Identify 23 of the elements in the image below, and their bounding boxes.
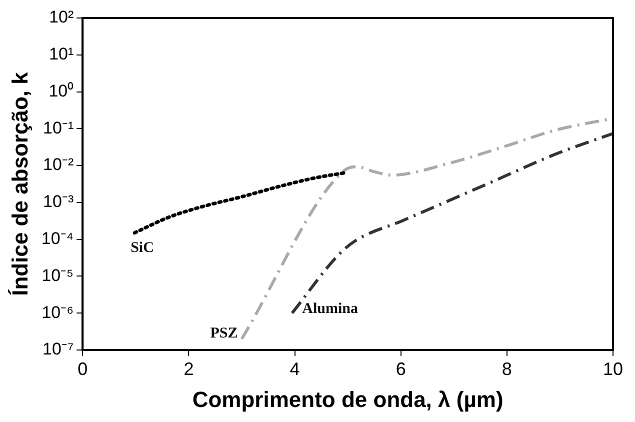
y-tick-label: 10⁰	[48, 81, 74, 100]
y-tick-label: 10⁻⁷	[42, 340, 74, 359]
line-series	[132, 170, 348, 235]
y-tick-label: 10²	[49, 8, 74, 27]
y-tick-label: 10⁻³	[43, 192, 74, 212]
x-tick-label: 6	[396, 358, 406, 379]
y-axis-title: Índice de absorção, k	[7, 71, 32, 296]
x-tick-label: 8	[502, 358, 512, 379]
y-tick-label: 10¹	[49, 44, 74, 64]
x-axis-title: Comprimento de onda, λ (µm)	[192, 386, 504, 412]
line-series	[290, 132, 613, 315]
y-tick-label: 10⁻⁴	[41, 229, 74, 248]
y-tick-label: 10⁻¹	[43, 118, 74, 138]
y-tick-label: 10⁻⁵	[42, 266, 74, 285]
series-label: PSZ	[210, 325, 238, 342]
series-label: Alumina	[302, 300, 358, 317]
x-tick-label: 4	[290, 358, 300, 379]
x-tick-label: 2	[184, 358, 194, 379]
x-tick-label: 10	[602, 358, 624, 379]
x-tick-label: 0	[78, 358, 88, 379]
y-tick-label: 10⁻⁶	[42, 302, 74, 322]
series-label: SiC	[130, 240, 154, 256]
y-tick-label: 10⁻²	[43, 155, 74, 174]
